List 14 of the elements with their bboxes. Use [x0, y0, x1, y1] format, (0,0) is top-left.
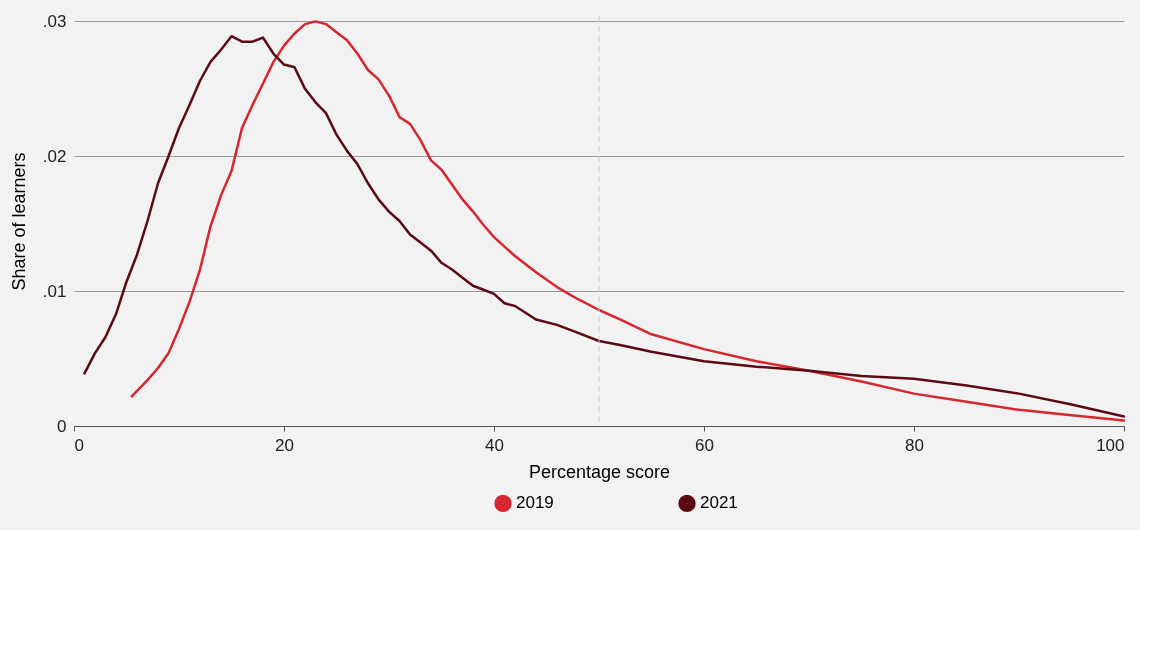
x-tick-label: 100: [1096, 435, 1125, 455]
x-tick-label: 0: [74, 435, 84, 455]
legend-label: 2019: [516, 493, 554, 513]
y-tick-label: .01: [42, 281, 67, 301]
y-axis-title: Share of learners: [8, 152, 29, 291]
y-tick-label: .02: [42, 146, 67, 166]
x-axis-title: Percentage score: [528, 461, 671, 482]
x-tick-label: 40: [485, 435, 504, 455]
x-tick-label: 60: [695, 435, 714, 455]
x-tick-label: 80: [905, 435, 924, 455]
x-tick-label: 20: [275, 435, 294, 455]
legend-label: 2021: [700, 493, 738, 513]
y-tick-label: 0: [57, 416, 67, 436]
y-tick-label: .03: [42, 11, 67, 31]
